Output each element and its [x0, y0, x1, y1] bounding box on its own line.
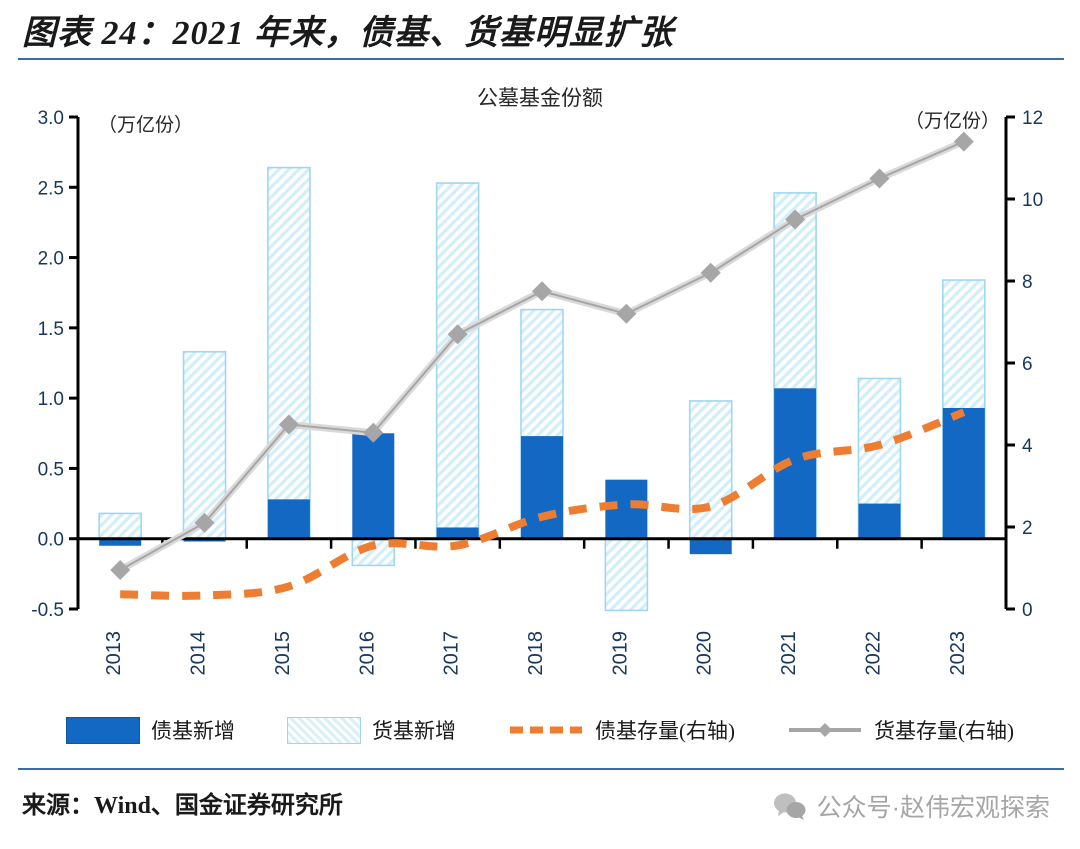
legend-label-bond-stock: 债基存量(右轴): [595, 719, 735, 743]
watermark: 公众号·赵伟宏观探索: [773, 788, 1050, 824]
y-tick-label-left: 2.0: [38, 249, 64, 270]
page-title: 图表 24：2021 年来，债基、货基明显扩张: [22, 15, 674, 52]
bar-bond-new: [521, 436, 563, 539]
x-tick-label: 2013: [103, 631, 125, 676]
legend-dashed-line-icon: [510, 726, 582, 734]
marker-money-stock: [532, 281, 552, 302]
title-bar: 图表 24：2021 年来，债基、货基明显扩张: [0, 0, 1080, 60]
legend-swatch-solid-icon: [66, 716, 140, 744]
chart-svg: -0.5 0.0 0.5 1.0 1.5 2.0 2.5 3.0 0 2 4 6 8 10 12 2013 20…: [31, 108, 1043, 676]
chart-container: 公墓基金份额 （万亿份） （万亿份） -0.5 0.0 0.5 1.0 1.5 2.0 2.…: [0, 60, 1080, 700]
x-tick-label: 2022: [862, 631, 884, 676]
legend-swatch-hatched-icon: [287, 716, 361, 744]
marker-money-stock: [194, 512, 215, 533]
wechat-icon: [773, 793, 806, 820]
bar-bond-new: [436, 527, 479, 539]
y-tick-label-right: 12: [1022, 108, 1043, 129]
x-tick-label: 2018: [525, 631, 547, 676]
y-tick-label-right: 10: [1022, 190, 1043, 211]
bar-money-new: [435, 182, 480, 540]
x-tick-label: 2020: [694, 631, 716, 676]
legend-item-money-stock[interactable]: 货基存量(右轴): [787, 715, 1014, 745]
bar-bond-new: [858, 503, 901, 539]
y-tick-label-right: 0: [1022, 600, 1033, 621]
chart-legend: 债基新增 货基新增 债基存量(右轴) 货基存量(右轴): [0, 700, 1080, 760]
x-tick-label: 2016: [356, 631, 378, 676]
source-text: 来源：Wind、国金证券研究所: [22, 793, 343, 819]
marker-money-stock: [363, 422, 384, 443]
bar-bond-new: [352, 433, 395, 539]
marker-money-stock: [110, 560, 131, 581]
x-tick-label: 2023: [947, 631, 969, 676]
y-tick-label-left: -0.5: [31, 600, 64, 621]
bar-bond-new: [267, 499, 310, 539]
legend-label-money-new: 货基新增: [372, 719, 456, 743]
bar-money-new: [98, 512, 142, 540]
legend-item-money-new[interactable]: 货基新增: [287, 715, 456, 745]
y-tick-label-right: 6: [1022, 354, 1033, 375]
title-divider: [18, 58, 1064, 60]
line-bond-stock: [120, 408, 966, 600]
x-tick-label: 2019: [609, 631, 631, 676]
footer-divider: [18, 768, 1064, 770]
y-tick-label-left: 0.0: [38, 530, 64, 551]
marker-money-stock: [953, 131, 974, 152]
chart-heading: 公墓基金份额: [477, 86, 603, 110]
marker-money-stock: [869, 168, 890, 189]
y-tick-label-left: 0.5: [38, 459, 64, 480]
y-tick-label-right: 4: [1022, 436, 1033, 457]
marker-money-stock: [700, 262, 721, 283]
y-tick-label-left: 3.0: [38, 108, 64, 129]
marker-money-stock: [278, 414, 299, 435]
bar-money-new: [604, 537, 649, 612]
y-tick-label-left: 2.5: [38, 178, 64, 199]
legend-label-bond-new: 债基新增: [151, 719, 235, 743]
right-axis-unit-label: （万亿份）: [904, 111, 1000, 132]
y-tick-label-right: 2: [1022, 518, 1033, 539]
marker-money-stock: [616, 303, 637, 324]
x-tick-label: 2015: [272, 631, 294, 676]
y-tick-label-left: 1.0: [38, 389, 64, 410]
bar-bond-new: [942, 407, 985, 539]
x-tick-label: 2021: [778, 631, 800, 676]
x-tick-label: 2014: [188, 631, 210, 676]
legend-item-bond-stock[interactable]: 债基存量(右轴): [508, 715, 735, 745]
legend-item-bond-new[interactable]: 债基新增: [66, 715, 235, 745]
legend-marker-line-icon: [789, 723, 861, 737]
y-tick-label-left: 1.5: [38, 319, 64, 340]
legend-label-money-stock: 货基存量(右轴): [874, 719, 1014, 743]
bar-bond-new: [689, 538, 732, 555]
marker-money-stock: [447, 324, 468, 345]
x-tick-label: 2017: [441, 631, 463, 676]
bar-bond-new: [99, 538, 142, 546]
bar-money-new: [688, 400, 733, 540]
bar-money-new: [267, 166, 311, 540]
left-axis-unit-label: （万亿份）: [98, 115, 194, 136]
marker-money-stock: [785, 209, 806, 230]
y-tick-label-right: 8: [1022, 272, 1033, 293]
watermark-text: 公众号·赵伟宏观探索: [816, 794, 1050, 822]
